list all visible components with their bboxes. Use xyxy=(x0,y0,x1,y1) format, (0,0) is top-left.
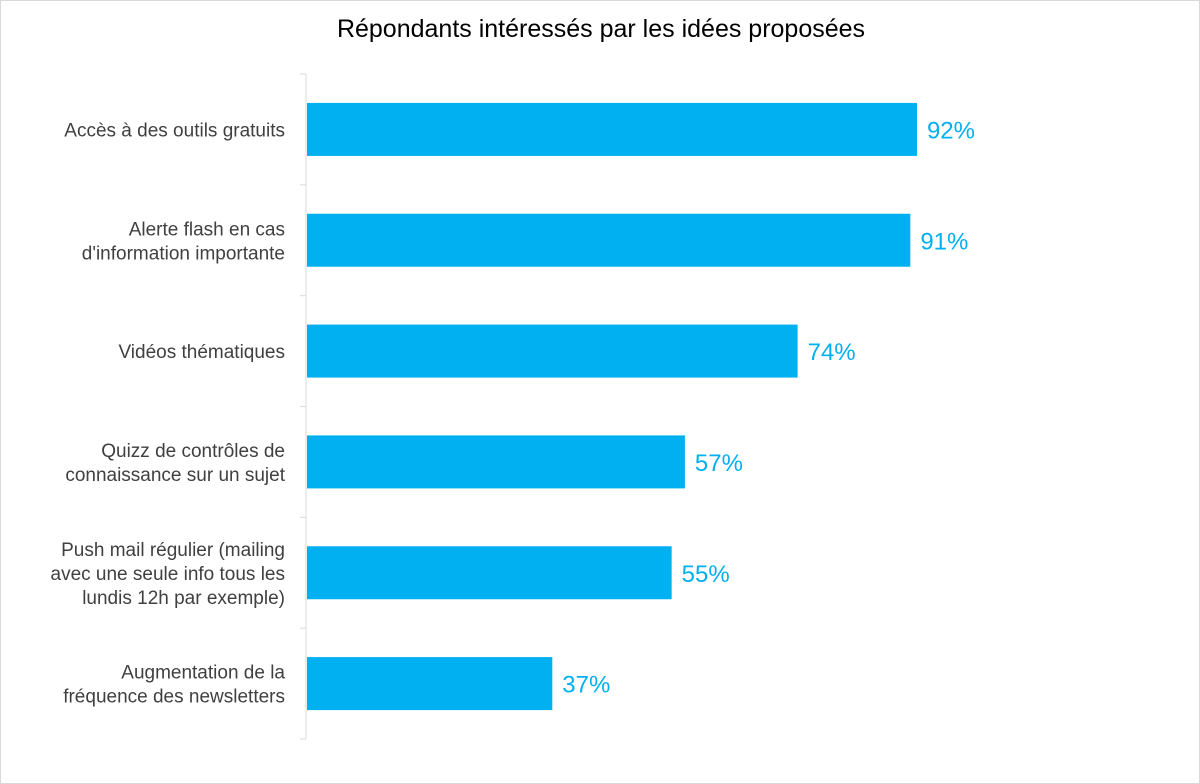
data-label: 91% xyxy=(920,228,968,255)
category-label: Quizz de contrôles de connaissance sur un… xyxy=(65,441,285,486)
category-label: Accès à des outils gratuits xyxy=(64,120,285,141)
bar xyxy=(307,213,911,267)
category-label-line: lundis 12h par exemple) xyxy=(82,588,285,609)
bar xyxy=(307,657,553,711)
data-label: 37% xyxy=(562,672,610,699)
category-label-line: Augmentation de la xyxy=(121,663,285,684)
category-label: Push mail régulier (mailing avec une seul… xyxy=(51,540,286,609)
category-label-line: fréquence des newsletters xyxy=(63,687,285,708)
data-label: 55% xyxy=(682,561,730,588)
bar xyxy=(307,324,798,378)
category-label-line: Push mail régulier (mailing xyxy=(61,540,285,561)
category-label-line: avec une seule info tous les xyxy=(51,564,286,585)
category-label: Augmentation de la fréquence des newslett… xyxy=(63,663,285,708)
data-label: 92% xyxy=(927,117,975,144)
bar xyxy=(307,435,685,489)
axis-layer xyxy=(300,73,307,740)
category-label-line: Alerte flash en cas xyxy=(129,219,285,240)
category-label-line: Accès à des outils gratuits xyxy=(64,120,285,141)
category-label-line: Vidéos thématiques xyxy=(118,342,285,363)
category-label-line: connaissance sur un sujet xyxy=(65,465,285,486)
category-label-line: d'information importante xyxy=(82,243,285,264)
bars-layer xyxy=(307,102,917,711)
labels-layer: 92% Accès à des outils gratuits 91% Alerte … xyxy=(51,117,976,707)
bar xyxy=(307,546,672,600)
data-label: 74% xyxy=(808,339,856,366)
data-label: 57% xyxy=(695,450,743,477)
category-label-line: Quizz de contrôles de xyxy=(101,441,285,462)
category-label: Alerte flash en cas d'information importa… xyxy=(82,219,285,264)
category-label: Vidéos thématiques xyxy=(118,342,285,363)
chart-title: Répondants intéressés par les idées prop… xyxy=(336,15,866,43)
bar xyxy=(307,102,917,156)
